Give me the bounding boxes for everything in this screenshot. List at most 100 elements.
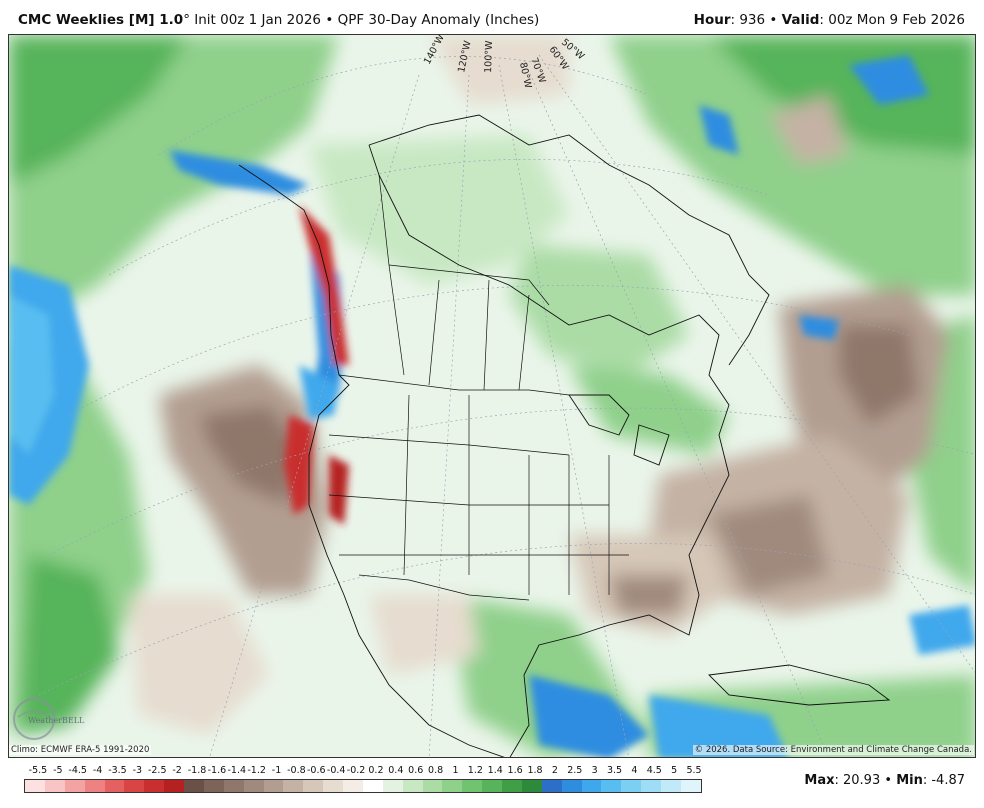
colorbar-tick-label: -0.4 [326, 765, 346, 776]
colorbar-tick-label: -1 [271, 765, 282, 776]
colorbar-tick-label: -1.2 [247, 765, 266, 776]
max-label: Max [804, 773, 835, 788]
colorbar-swatch [184, 780, 204, 792]
colorbar-swatch [641, 780, 661, 792]
colorbar-swatch [64, 780, 85, 792]
colorbar-tick-label: -4.5 [68, 765, 87, 776]
max-value: : 20.93 [834, 773, 881, 788]
colorbar-swatch [402, 780, 423, 792]
colorbar-swatch [303, 780, 324, 792]
title-bullet: • [325, 12, 334, 28]
colorbar-swatch [343, 780, 363, 792]
anomaly-map[interactable]: 140°W 120°W 100°W 80°W 70°W 60°W 50°W [8, 34, 976, 758]
political-borders [328, 174, 629, 601]
colorbar-swatch [144, 780, 165, 792]
map-title: CMC Weeklies [M] 1.0° Init 00z 1 Jan 202… [18, 12, 539, 28]
colorbar-swatch [601, 780, 622, 792]
colorbar-tick-label: 2 [551, 765, 558, 776]
extreme-anomalies [9, 55, 975, 757]
colorbar-swatch [382, 780, 403, 792]
lon-label-80w: 80°W [517, 61, 533, 90]
colorbar-swatch [680, 780, 701, 792]
product-name: QPF 30-Day Anomaly (Inches) [337, 12, 540, 28]
colorbar-tick-label: 0.6 [408, 765, 424, 776]
colorbar-tick-label: -3.5 [108, 765, 127, 776]
colorbar-swatch [502, 780, 522, 792]
lon-label-100w: 100°W [483, 40, 495, 73]
colorbar-tick-label: -0.8 [287, 765, 306, 776]
colorbar-swatch [44, 780, 65, 792]
graticule [38, 54, 975, 757]
colorbar-tick-label: 1.8 [527, 765, 543, 776]
min-value: : -4.87 [922, 773, 965, 788]
colorbar-swatch [263, 780, 284, 792]
colorbar-tick-label: -1.6 [207, 765, 227, 776]
colorbar-tick-label: 4 [631, 765, 638, 776]
logo-text: WeatherBELL [28, 716, 85, 725]
colorbar-tick-label: -5 [53, 765, 63, 776]
colorbar-tick-label: 1.6 [507, 765, 523, 776]
colorbar-tick-label: 3 [591, 765, 598, 776]
colorbar-swatch [442, 780, 463, 792]
colorbar-swatch [243, 780, 264, 792]
colorbar-swatch [283, 780, 304, 792]
colorbar-swatch [521, 780, 542, 792]
valid-value: : 00z Mon 9 Feb 2026 [819, 12, 965, 28]
hour-value: : 936 [730, 12, 766, 28]
colorbar-tick-label: -2 [172, 765, 182, 776]
colorbar-swatch [203, 780, 224, 792]
time-bullet: • [769, 12, 778, 28]
map-canvas: 140°W 120°W 100°W 80°W 70°W 60°W 50°W [9, 35, 975, 757]
colorbar-tick-label: 4.5 [646, 765, 662, 776]
colorbar-tick-label: 0.2 [368, 765, 384, 776]
colorbar-tick-label: 0.8 [428, 765, 444, 776]
min-label: Min [896, 773, 923, 788]
colorbar-tick-label: 2.5 [567, 765, 583, 776]
header: CMC Weeklies [M] 1.0° Init 00z 1 Jan 202… [0, 0, 984, 34]
colorbar-swatch [621, 780, 642, 792]
colorbar-swatch [462, 780, 483, 792]
colorbar-swatch [164, 780, 184, 792]
colorbar-tick-label: 1 [452, 765, 459, 776]
colorbar-swatch [25, 780, 45, 792]
colorbar-tick-label: 1.2 [467, 765, 483, 776]
colorbar-labels: -5.5 -5 -4.5 -4 -3.5 -3 -2.5 -2 -1.8 -1.6 -1.4 -1.2… [24, 765, 714, 779]
colorbar-tick-label: 3.5 [606, 765, 623, 776]
maxmin-bullet: • [884, 773, 893, 788]
colorbar-swatch [482, 780, 502, 792]
weatherbell-logo: WeatherBELL [13, 698, 85, 740]
colorbar-tick-label: 0.4 [388, 765, 404, 776]
colorbar-swatch [104, 780, 125, 792]
colorbar-swatch [84, 780, 105, 792]
colorbar-tick-label: -5.5 [28, 765, 48, 776]
colorbar-tick-label: -0.6 [307, 765, 326, 776]
colorbar-tick-label: -3 [132, 765, 143, 776]
colorbar-tick-label: -0.2 [346, 765, 366, 776]
valid-label: Valid [781, 12, 820, 28]
climo-note: Climo: ECMWF ERA-5 1991-2020 [9, 745, 152, 755]
colorbar-swatch [581, 780, 602, 792]
forecast-time: Hour: 936 • Valid: 00z Mon 9 Feb 2026 [694, 12, 965, 28]
colorbar-tick-label: -1.4 [227, 765, 247, 776]
colorbar-swatch [422, 780, 443, 792]
colorbar [24, 779, 702, 793]
data-credit: © 2026. Data Source: Environment and Cli… [692, 745, 974, 755]
colorbar-tick-label: 1.4 [487, 765, 503, 776]
colorbar-tick-label: -1.8 [187, 765, 207, 776]
colorbar-swatch [661, 780, 681, 792]
colorbar-swatch [223, 780, 244, 792]
colorbar-swatch [362, 780, 383, 792]
degree-symbol: ° [183, 12, 190, 28]
colorbar-swatch [561, 780, 582, 792]
model-name: CMC Weeklies [M] 1.0 [18, 12, 184, 28]
colorbar-tick-label: -4 [92, 765, 103, 776]
colorbar-tick-label: -2.5 [147, 765, 167, 776]
colorbar-tick-label: 5 [671, 765, 678, 776]
colorbar-swatch [541, 780, 562, 792]
colorbar-tick-label: 5.5 [686, 765, 702, 776]
colorbar-swatch [323, 780, 343, 792]
init-time: Init 00z 1 Jan 2026 [194, 12, 322, 28]
hour-label: Hour [693, 12, 731, 28]
max-min-readout: Max: 20.93 • Min: -4.87 [804, 773, 965, 788]
coastlines [238, 114, 891, 757]
